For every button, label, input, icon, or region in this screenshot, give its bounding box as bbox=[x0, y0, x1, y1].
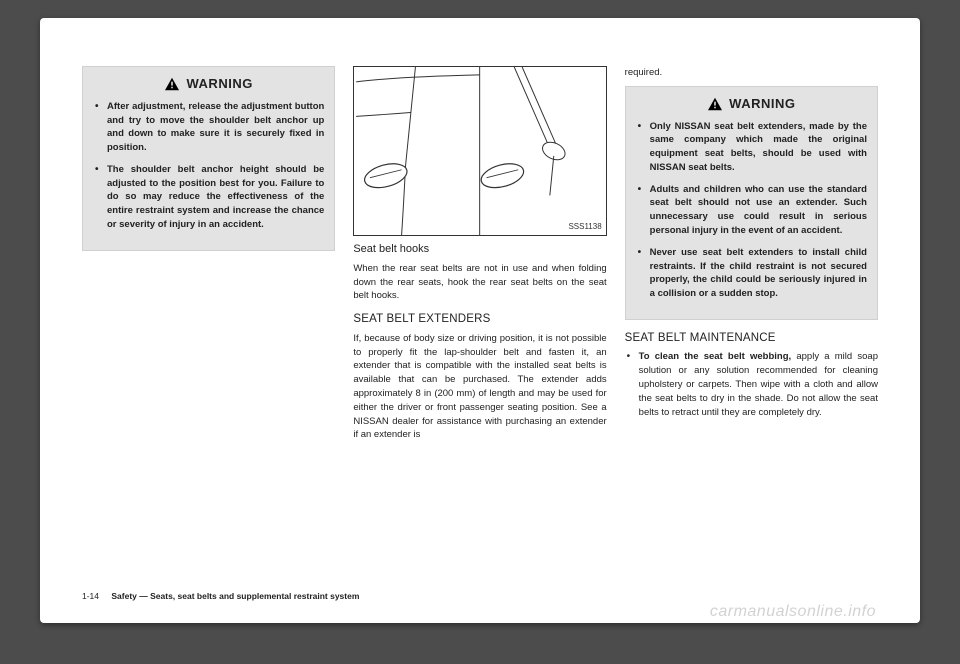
warning-triangle-icon bbox=[164, 77, 180, 91]
warning-triangle-icon bbox=[707, 97, 723, 111]
seat-belt-hooks-figure: SSS1138 bbox=[353, 66, 606, 236]
warning-label: WARNING bbox=[729, 95, 795, 114]
section-heading-maintenance: SEAT BELT MAINTENANCE bbox=[625, 330, 878, 347]
maintenance-list: To clean the seat belt webbing, apply a … bbox=[625, 350, 878, 419]
warning-item: After adjustment, release the adjustment… bbox=[93, 100, 324, 155]
section-heading-extenders: SEAT BELT EXTENDERS bbox=[353, 311, 606, 328]
warning-header: WARNING bbox=[636, 95, 867, 114]
warning-label: WARNING bbox=[186, 75, 252, 94]
warning-box-2: WARNING Only NISSAN seat belt extenders,… bbox=[625, 86, 878, 320]
column-3: required. WARNING Only NISSAN seat belt … bbox=[625, 66, 878, 576]
warning-item: Never use seat belt extenders to install… bbox=[636, 246, 867, 301]
figure-code: SSS1138 bbox=[568, 221, 601, 233]
warning-item: Adults and children who can use the stan… bbox=[636, 183, 867, 238]
column-1: WARNING After adjustment, release the ad… bbox=[82, 66, 335, 576]
continuation-text: required. bbox=[625, 66, 878, 80]
column-2: SSS1138 Seat belt hooks When the rear se… bbox=[353, 66, 606, 576]
warning-item: The shoulder belt anchor height should b… bbox=[93, 163, 324, 232]
warning-box-1: WARNING After adjustment, release the ad… bbox=[82, 66, 335, 251]
page-footer: 1-14 Safety — Seats, seat belts and supp… bbox=[82, 591, 359, 601]
page-number: 1-14 bbox=[82, 591, 99, 601]
warning-header: WARNING bbox=[93, 75, 324, 94]
manual-page: WARNING After adjustment, release the ad… bbox=[40, 18, 920, 623]
figure-svg bbox=[354, 67, 605, 235]
paragraph: When the rear seat belts are not in use … bbox=[353, 262, 606, 303]
column-layout: WARNING After adjustment, release the ad… bbox=[82, 66, 878, 576]
warning-item: Only NISSAN seat belt extenders, made by… bbox=[636, 120, 867, 175]
warning-list-2: Only NISSAN seat belt extenders, made by… bbox=[636, 120, 867, 301]
subheading-hooks: Seat belt hooks bbox=[353, 242, 606, 258]
maintenance-lead: To clean the seat belt webbing, bbox=[639, 351, 792, 362]
watermark: carmanualsonline.info bbox=[710, 603, 876, 621]
paragraph: If, because of body size or driving posi… bbox=[353, 332, 606, 442]
maintenance-item: To clean the seat belt webbing, apply a … bbox=[625, 350, 878, 419]
warning-list-1: After adjustment, release the adjustment… bbox=[93, 100, 324, 232]
section-title: Safety — Seats, seat belts and supplemen… bbox=[111, 591, 359, 601]
